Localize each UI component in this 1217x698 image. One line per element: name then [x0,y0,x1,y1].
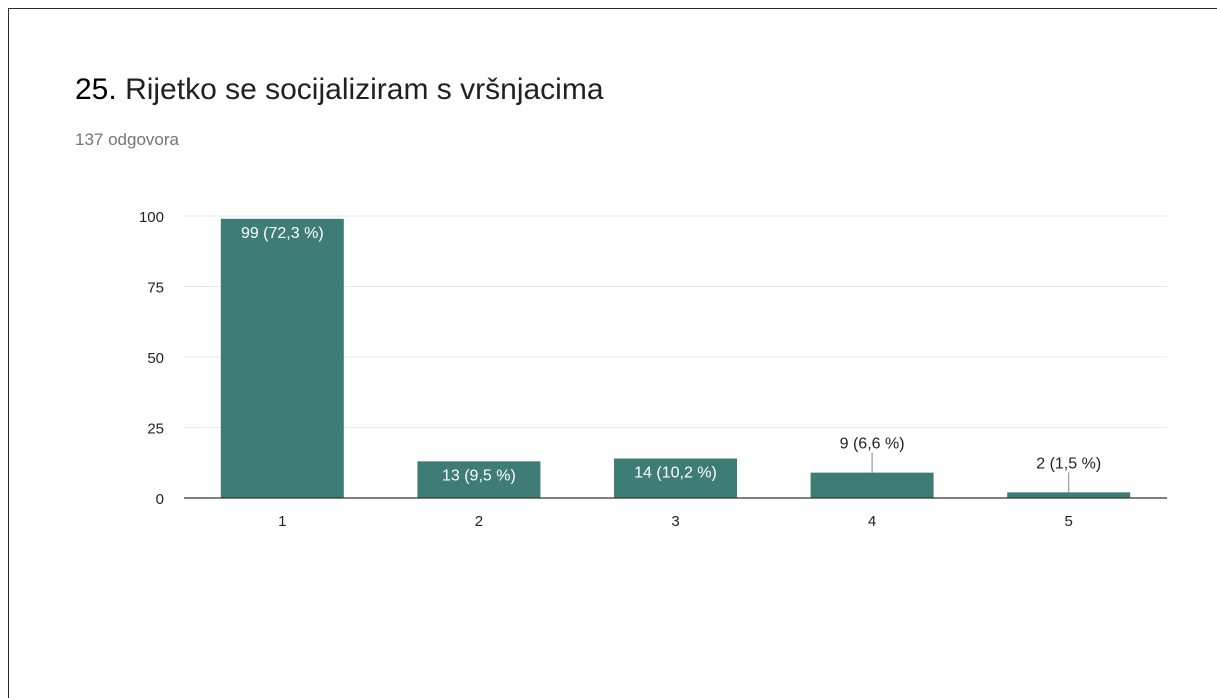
x-tick-label: 4 [868,513,876,530]
bar [221,219,344,498]
y-tick-label: 75 [147,280,164,297]
y-tick-label: 100 [139,209,164,226]
x-tick-label: 5 [1065,513,1073,530]
y-tick-label: 25 [147,421,164,438]
x-tick-label: 3 [671,513,679,530]
data-label: 2 (1,5 %) [1036,455,1101,472]
bar [1007,492,1130,498]
y-tick-label: 0 [156,491,164,508]
data-label: 14 (10,2 %) [634,465,717,482]
bar [811,473,934,498]
x-tick-label: 2 [475,513,483,530]
data-label: 13 (9,5 %) [442,467,516,484]
data-label: 9 (6,6 %) [840,436,905,453]
data-label: 99 (72,3 %) [241,225,324,242]
x-tick-label: 1 [278,513,286,530]
y-tick-label: 50 [147,350,164,367]
